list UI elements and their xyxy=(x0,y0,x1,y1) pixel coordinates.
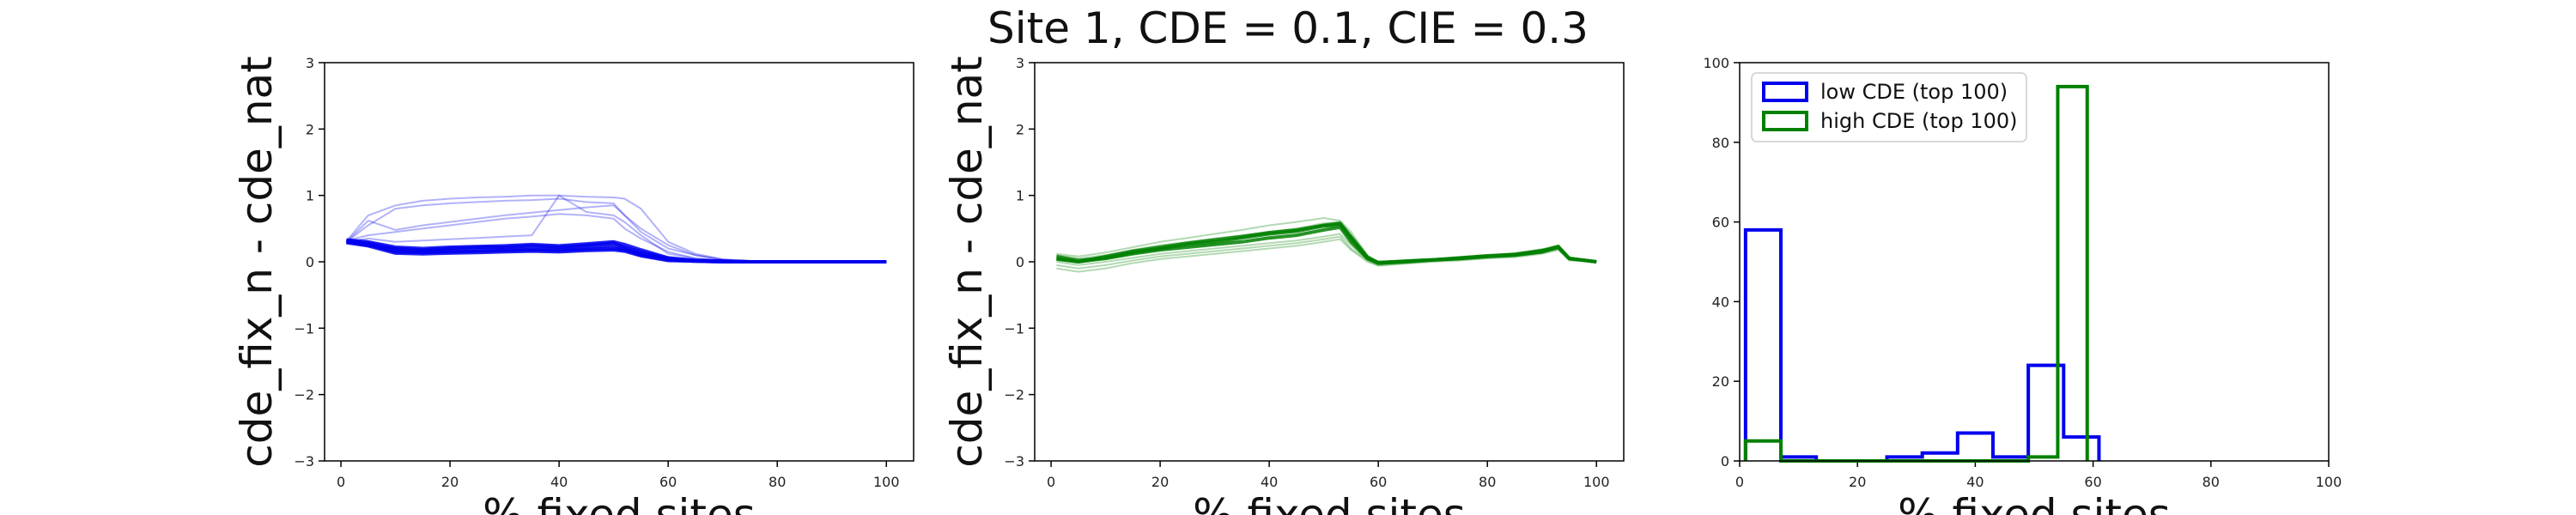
y-axis-label: cde_fix_n - cde_nat xyxy=(942,56,992,468)
legend-label: low CDE (top 100) xyxy=(1820,80,2008,104)
line-chart-green: 0 20 40 60 80 100 −3 −2 −1 0 1 2 3 % fixed sites cde_f… xyxy=(942,55,1625,515)
x-tick-label: 60 xyxy=(659,474,677,490)
legend-label: high CDE (top 100) xyxy=(1820,109,2017,133)
legend-box xyxy=(1751,72,2027,142)
y-tick-label: 20 xyxy=(1712,373,1729,390)
plot-frame xyxy=(1739,62,2330,462)
x-tick-label: 20 xyxy=(1849,474,1866,490)
x-tick-label: 0 xyxy=(1735,474,1744,490)
series-lines xyxy=(1056,217,1597,273)
x-tick-label: 80 xyxy=(1479,474,1496,490)
y-tick-label: 3 xyxy=(1016,55,1024,71)
plot-area xyxy=(1035,63,1624,461)
series-lines xyxy=(345,194,887,264)
x-tick-label: 40 xyxy=(550,474,568,490)
y-tick-label: 1 xyxy=(1016,188,1024,204)
series-line xyxy=(346,194,887,263)
x-tick-label: 80 xyxy=(769,474,786,490)
x-tick-label: 0 xyxy=(1047,474,1055,490)
y-tick-label: 80 xyxy=(1712,135,1729,151)
y-tick-label: 2 xyxy=(306,121,314,137)
y-tick-label: 60 xyxy=(1712,215,1729,231)
x-tick-label: 60 xyxy=(2084,474,2101,490)
legend: low CDE (top 100) high CDE (top 100) xyxy=(1751,72,2027,142)
y-tick-label: 0 xyxy=(1016,254,1024,270)
y-tick-label: 40 xyxy=(1712,294,1729,310)
y-tick-label: −2 xyxy=(294,387,314,403)
y-tick-label: −1 xyxy=(294,320,314,336)
x-axis-label: % fixed sites xyxy=(1193,490,1466,515)
figure-title: Site 1, CDE = 0.1, CIE = 0.3 xyxy=(987,3,1589,53)
y-tick-label: 100 xyxy=(1703,55,1729,71)
series-line xyxy=(1056,238,1597,273)
histogram-outline xyxy=(1743,227,2101,463)
x-tick-label: 20 xyxy=(1151,474,1169,490)
plot-frame xyxy=(324,62,914,462)
y-tick-label: 2 xyxy=(1016,121,1024,137)
y-tick-label: −3 xyxy=(294,453,314,470)
y-tick-label: −1 xyxy=(1004,320,1024,336)
y-axis-label: cde_fix_n - cde_nat xyxy=(232,56,282,468)
series-line xyxy=(346,238,887,264)
histogram-series xyxy=(1743,227,2101,463)
x-axis-label: % fixed sites xyxy=(1898,490,2171,515)
y-tick-label: 0 xyxy=(1721,453,1729,470)
x-tick-label: 100 xyxy=(2316,474,2342,490)
x-tick-label: 20 xyxy=(441,474,459,490)
legend-swatch xyxy=(1762,111,1808,131)
x-tick-label: 60 xyxy=(1370,474,1387,490)
x-tick-label: 0 xyxy=(337,474,345,490)
x-tick-label: 100 xyxy=(1583,474,1610,490)
y-tick-label: 3 xyxy=(306,55,314,71)
series-line xyxy=(345,194,887,263)
series-line xyxy=(346,213,887,263)
x-tick-label: 80 xyxy=(2202,474,2220,490)
x-tick-label: 100 xyxy=(873,474,900,490)
series-line xyxy=(345,197,887,263)
series-line xyxy=(1056,235,1597,270)
legend-swatch xyxy=(1762,82,1808,102)
x-tick-label: 40 xyxy=(1261,474,1278,490)
y-tick-label: −3 xyxy=(1004,453,1024,470)
series-line xyxy=(345,204,887,263)
x-axis-label: % fixed sites xyxy=(483,490,756,515)
x-tick-label: 40 xyxy=(1966,474,1984,490)
y-tick-label: 0 xyxy=(306,254,314,270)
y-tick-label: 1 xyxy=(306,188,314,204)
plot-frame xyxy=(1034,62,1625,462)
series-line xyxy=(1056,221,1597,265)
histogram-chart: 0 20 40 60 80 100 0 20 40 60 80 100 % fixed sites low… xyxy=(1703,55,2342,515)
line-chart-blue: 0 20 40 60 80 100 −3 −2 −1 0 1 2 3 % fixed sites cde_f… xyxy=(232,55,914,515)
y-tick-label: −2 xyxy=(1004,387,1024,403)
